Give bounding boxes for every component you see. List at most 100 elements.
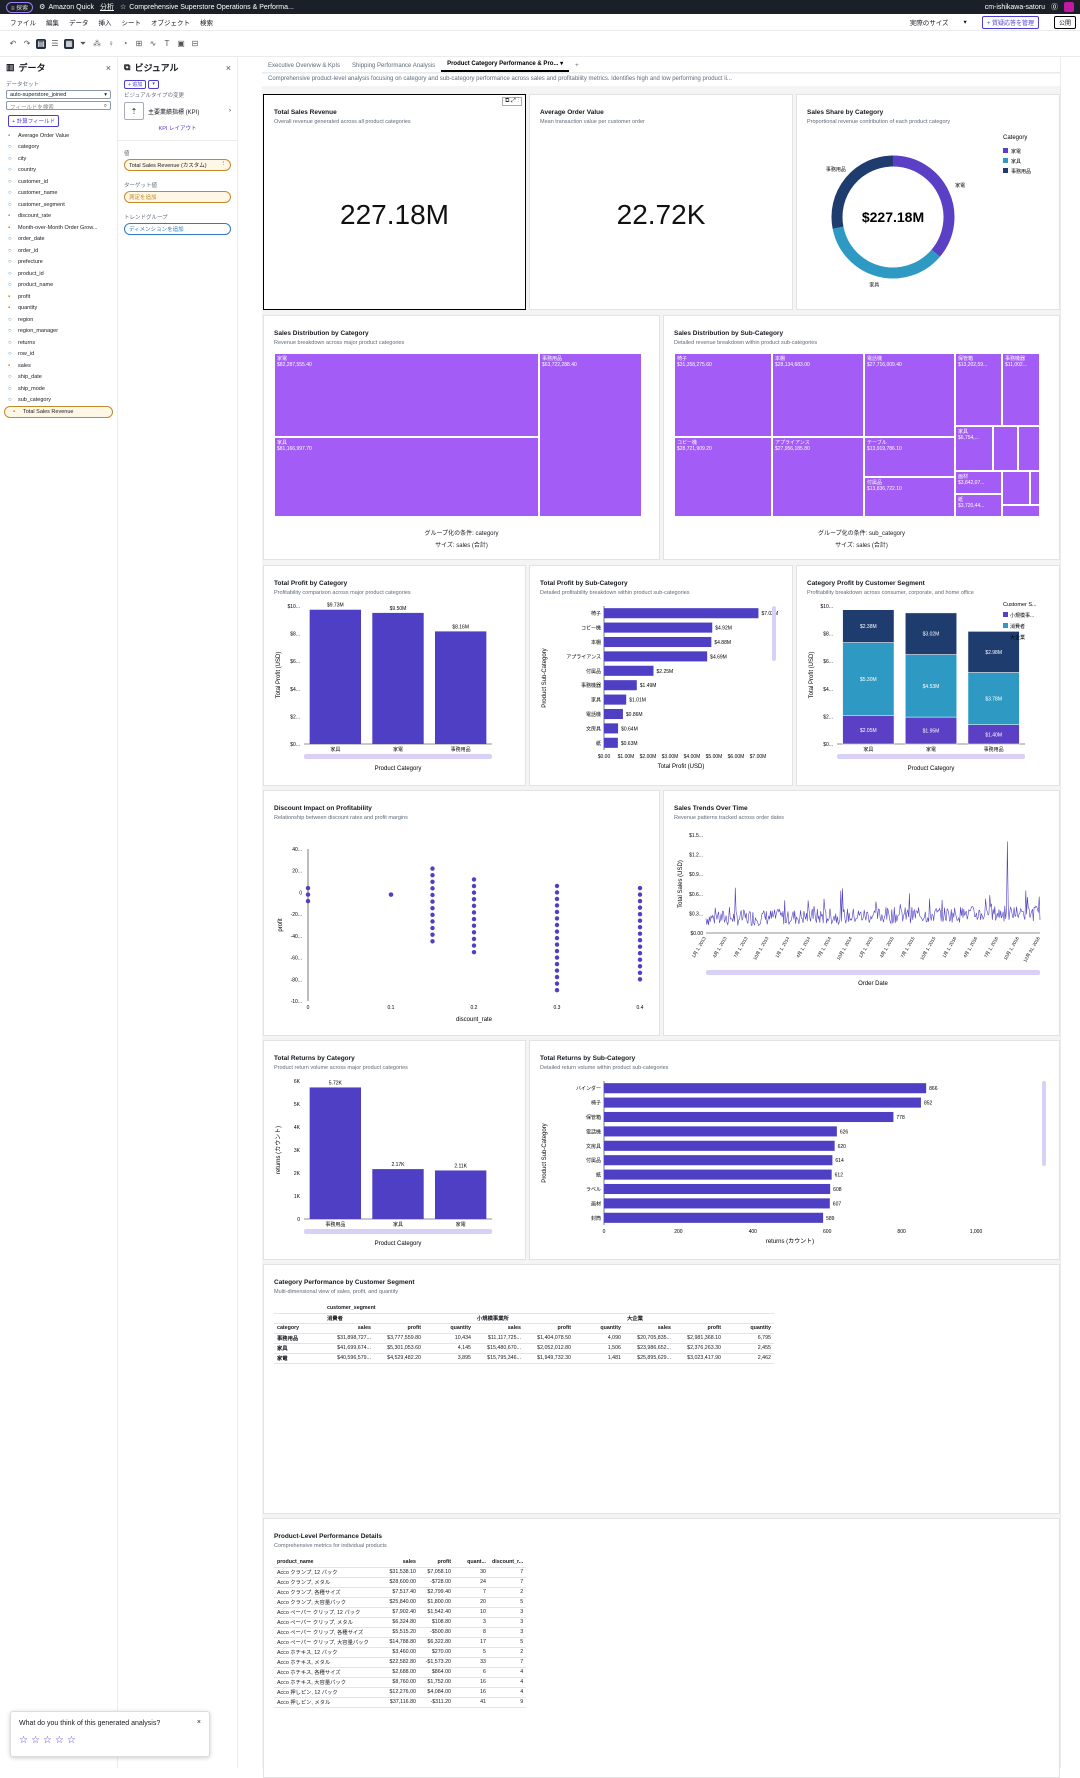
field-item[interactable]: ○order_id (0, 245, 117, 257)
help-icon[interactable]: ⓪ (1051, 2, 1058, 12)
field-item[interactable]: ▪quantity (0, 303, 117, 315)
field-item[interactable]: ○product_name (0, 280, 117, 292)
kpi-avg-order-card[interactable]: Average Order Value Mean transaction val… (529, 94, 793, 310)
treemap-cell[interactable]: 家電$82,287,555.40 (274, 353, 539, 437)
explore-button[interactable]: ≡ 探索 (6, 2, 33, 13)
segment-profit-chart[interactable]: $0...$2...$4...$6...$8...$10...$2.05M$5.… (797, 566, 1061, 787)
treemap-cell[interactable]: 付属品$13,836,722.10 (864, 477, 955, 517)
manage-qa-button[interactable]: + 質疑応答を管理 (982, 16, 1039, 29)
treemap-cell[interactable]: 事務機器$11,002... (1002, 353, 1040, 426)
products-card[interactable]: Product-Level Performance Details Compre… (263, 1518, 1060, 1778)
treemap-cell[interactable]: アプライアンス$27,956,185.80 (772, 437, 864, 517)
treemap-subcategory-card[interactable]: Sales Distribution by Sub-Category Detai… (663, 315, 1060, 560)
chevron-down-icon[interactable]: ▾ (148, 80, 159, 89)
app-switcher-icon[interactable] (1064, 2, 1074, 12)
treemap-cell[interactable]: コピー機$28,721,909.20 (674, 437, 772, 517)
field-search-input[interactable]: フィールドを検索⌕ (6, 101, 111, 110)
close-icon[interactable]: × (106, 63, 111, 73)
treemap-cell[interactable]: 家具$81,166,997.70 (274, 437, 539, 517)
more-icon[interactable]: ⋮ (221, 161, 227, 169)
menu-object[interactable]: オブジェクト (151, 17, 190, 27)
field-item[interactable]: ○customer_name (0, 188, 117, 200)
dataset-select[interactable]: auto-superstore_joined▾ (6, 90, 111, 99)
publish-button[interactable]: 公開 (1054, 16, 1076, 29)
field-item[interactable]: ▪sales (0, 360, 117, 372)
image-icon[interactable]: ▣ (176, 39, 186, 49)
treemap-cell[interactable] (993, 426, 1018, 471)
star-icon[interactable]: ☆ (120, 3, 126, 11)
trend-field-well[interactable]: ディメンションを追加 (124, 223, 231, 235)
treemap-cell[interactable]: 画材$3,842,07... (955, 471, 1002, 494)
field-item[interactable]: ○category (0, 142, 117, 154)
field-item[interactable]: ○returns (0, 337, 117, 349)
menu-insert[interactable]: 挿入 (99, 17, 112, 27)
parameter-icon[interactable]: ⁂ (92, 39, 102, 49)
treemap-cell[interactable]: 事務用品$63,722,288.40 (539, 353, 642, 517)
treemap-cell[interactable]: 椅子$31,358,275.60 (674, 353, 772, 437)
treemap-cell[interactable] (1018, 426, 1040, 471)
treemap-cell[interactable]: 本棚$28,134,683.00 (772, 353, 864, 437)
discount-scatter-chart[interactable]: -10...-80...-60...-40...-20...020...40..… (264, 791, 661, 1037)
close-icon[interactable]: × (197, 1719, 201, 1726)
redo-icon[interactable]: ↷ (22, 39, 32, 49)
field-item[interactable]: ○customer_id (0, 176, 117, 188)
table-icon[interactable]: ⊟ (190, 39, 200, 49)
product-logo[interactable]: ⚙Amazon Quick (39, 3, 94, 11)
field-item[interactable]: ○city (0, 153, 117, 165)
visual-menu-icon[interactable]: ⧉ ⤢ ⋮ (502, 97, 522, 106)
field-item[interactable]: ○customer_segment (0, 199, 117, 211)
treemap-cell[interactable]: 家具$6,754,... (955, 426, 993, 471)
table-row[interactable]: Acco ペーパー クリップ, 大容量パック$14,788.80$6,322.8… (274, 1637, 526, 1647)
field-item[interactable]: ○sub_category (0, 395, 117, 407)
field-item[interactable]: ○country (0, 165, 117, 177)
field-item[interactable]: ▪Total Sales Revenue (4, 406, 113, 418)
profit-category-chart[interactable]: $0...$2...$4...$6...$8...$10...$9.73M家具$… (264, 566, 527, 787)
treemap-cell[interactable]: 電話機$27,716,009.40 (864, 353, 955, 437)
trend-card[interactable]: Sales Trends Over Time Revenue patterns … (663, 790, 1060, 1036)
kpi-layout-link[interactable]: KPI レイアウト (118, 124, 237, 132)
data-panel-icon[interactable]: ▤ (36, 39, 46, 49)
sales-trend-chart[interactable]: $0.00$0.3...$0.6...$0.9...$1.2...$1.5...… (664, 791, 1061, 1037)
close-icon[interactable]: × (226, 63, 231, 73)
tab-product-category[interactable]: Product Category Performance & Pro... ▾ (441, 60, 569, 72)
list-icon[interactable]: ☰ (50, 39, 60, 49)
treemap-cell[interactable]: 保管箱$13,202,59... (955, 353, 1002, 426)
add-visual-icon[interactable]: ⊞ (134, 39, 144, 49)
line-chart-icon[interactable]: ∿ (148, 39, 158, 49)
field-item[interactable]: ▪Average Order Value (0, 130, 117, 142)
text-icon[interactable]: T (162, 39, 172, 49)
value-field-well[interactable]: Total Sales Revenue (カスタム)⋮ (124, 159, 231, 171)
treemap-cell[interactable]: テーブル$13,919,786.10 (864, 437, 955, 477)
field-item[interactable]: ○order_date (0, 234, 117, 246)
field-item[interactable]: ○ship_mode (0, 383, 117, 395)
menu-data[interactable]: データ (69, 17, 89, 27)
returns-category-card[interactable]: Total Returns by Category Product return… (263, 1040, 526, 1260)
theme-icon[interactable]: ◔ (120, 39, 130, 49)
sales-share-card[interactable]: Sales Share by Category Proportional rev… (796, 94, 1060, 310)
field-item[interactable]: ▪Month-over-Month Order Grow... (0, 222, 117, 234)
add-calculated-field-button[interactable]: + 計算フィールド (8, 115, 59, 127)
field-item[interactable]: ▪profit (0, 291, 117, 303)
user-name[interactable]: cm-ishikawa-satoru (985, 4, 1045, 11)
view-size-select[interactable]: 実際のサイズ (910, 17, 949, 27)
menu-search[interactable]: 検索 (200, 17, 213, 27)
table-row[interactable]: Acco ペーパー クリップ, 12 パック$7,902.40$1,542.40… (274, 1607, 526, 1617)
insight-icon[interactable]: ♀ (106, 39, 116, 49)
field-item[interactable]: ○region (0, 314, 117, 326)
field-item[interactable]: ▪discount_rate (0, 211, 117, 223)
filter-icon[interactable]: ⏷ (78, 39, 88, 49)
pivot-card[interactable]: Category Performance by Customer Segment… (263, 1264, 1060, 1514)
menu-sheet[interactable]: シート (122, 17, 142, 27)
treemap-cell[interactable] (1002, 471, 1030, 505)
